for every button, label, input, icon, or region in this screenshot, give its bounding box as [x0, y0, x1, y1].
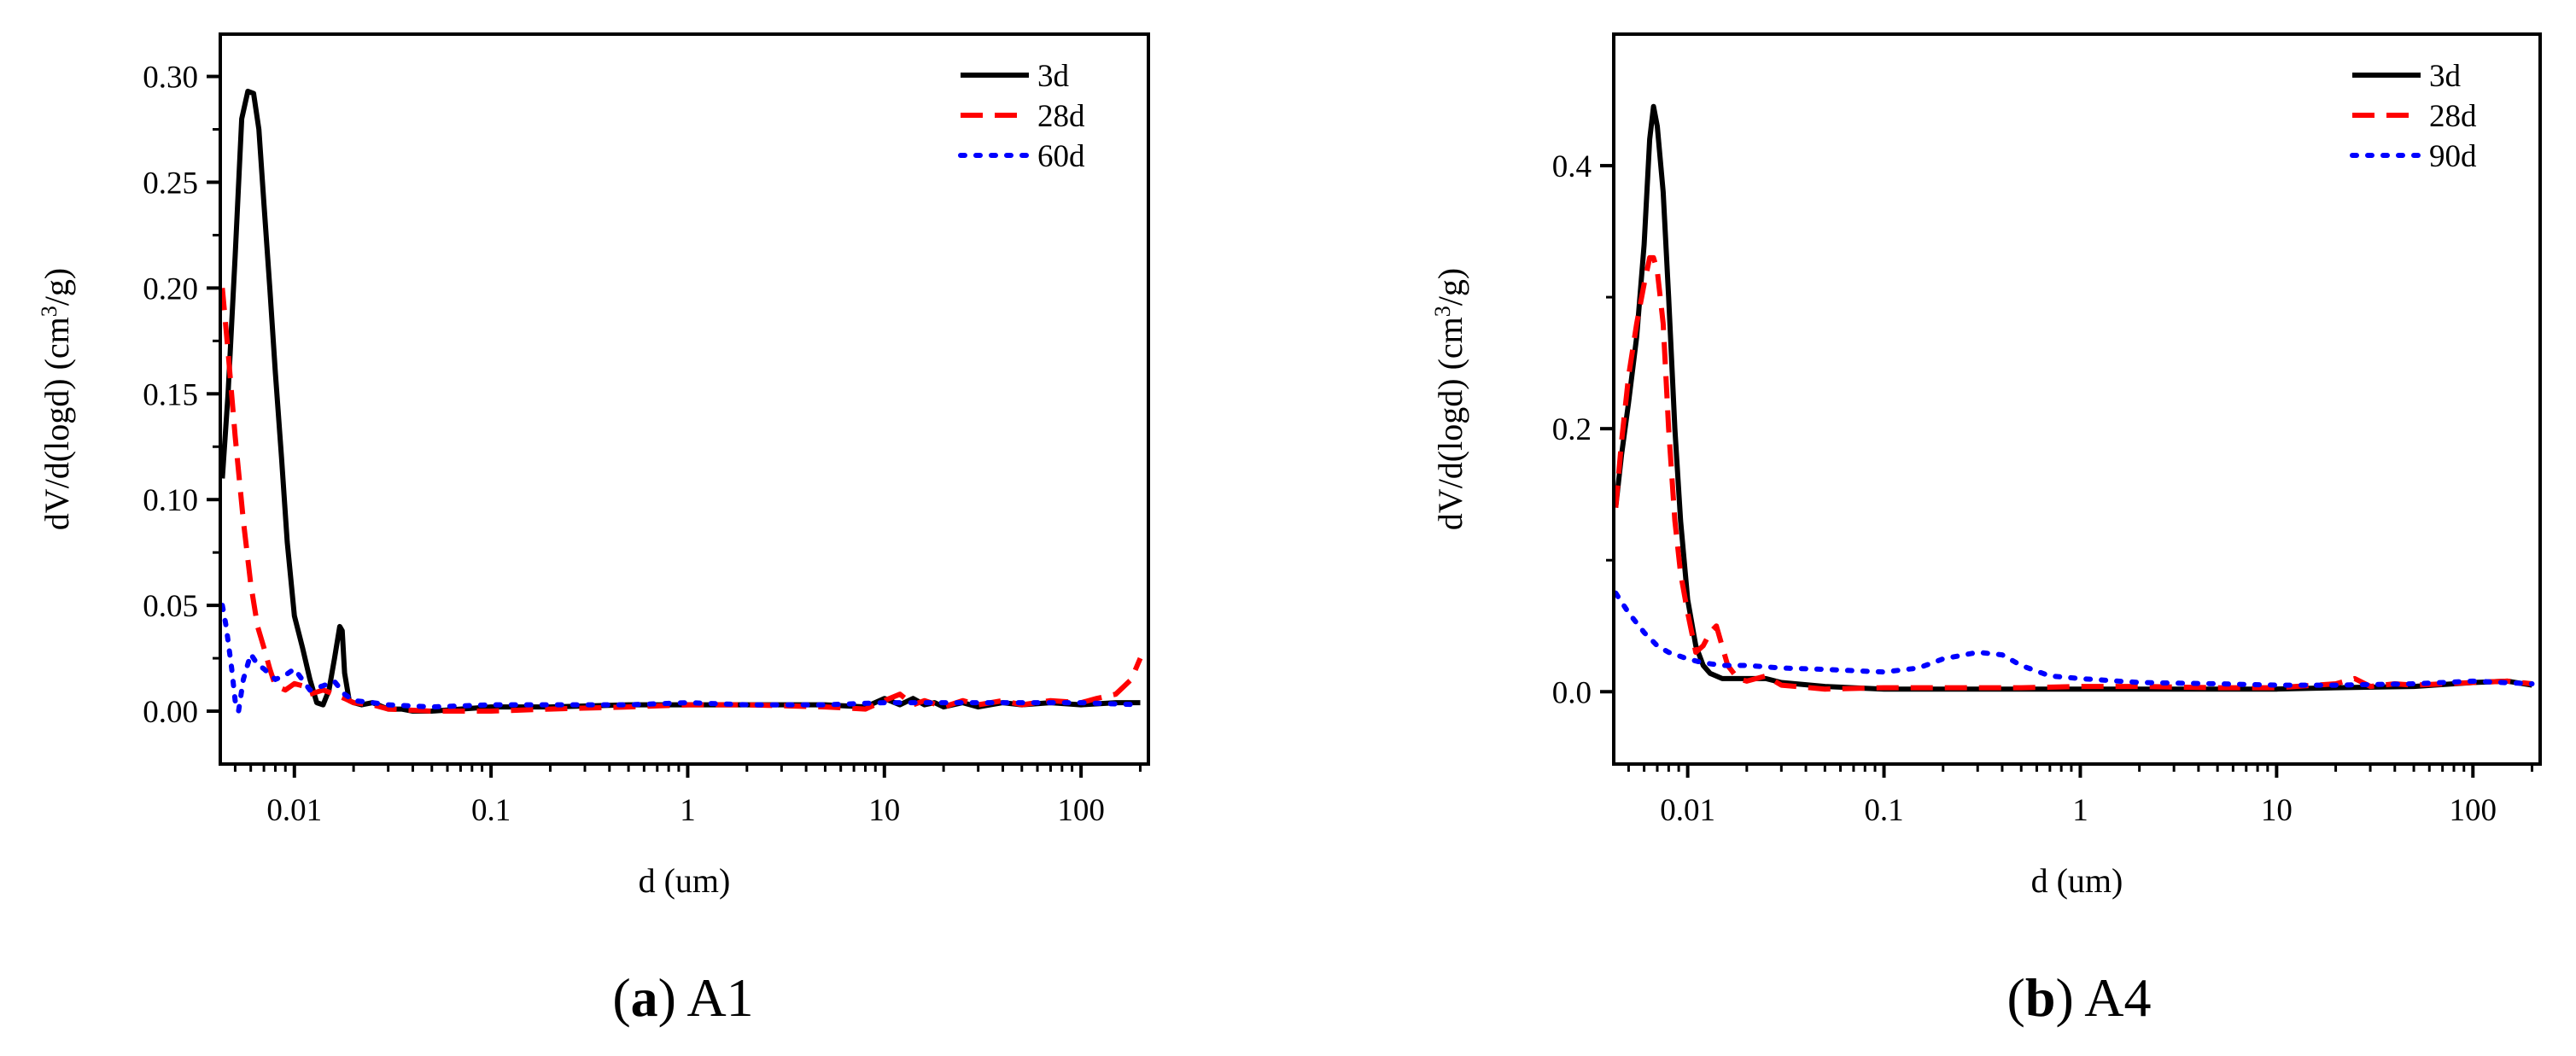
x-axis-label-b: d (um)	[2031, 861, 2123, 900]
legend-label-3d: 3d	[1037, 59, 1070, 94]
legend-label-60d: 60d	[1037, 139, 1085, 174]
x-tick-label: 100	[1057, 793, 1105, 828]
panel-caption-a: (a) A1	[612, 967, 753, 1028]
x-tick-label: 10	[2261, 793, 2293, 828]
ticks-b: 0.01 0.1 1 10 100 0.0 0.2 0.4	[1552, 149, 2533, 828]
x-tick-label: 100	[2450, 793, 2497, 828]
series-line-60d	[219, 603, 1143, 714]
plot-area-b	[1613, 103, 2535, 692]
x-tick-label: 1	[680, 793, 696, 828]
legend-a: 3d 28d 60d	[958, 59, 1085, 174]
series-line-28d	[1613, 254, 2532, 692]
y-tick-label: 0.25	[143, 166, 198, 201]
series-line-3d	[219, 88, 1141, 714]
legend-label-90d: 90d	[2429, 139, 2477, 174]
axes-frame-a	[219, 32, 1150, 766]
x-tick-label: 0.01	[1660, 793, 1715, 828]
axes-frame-b	[1612, 32, 2542, 766]
y-tick-label: 0.30	[143, 61, 198, 96]
y-tick-label: 0.0	[1552, 675, 1592, 710]
y-tick-label: 0.05	[143, 589, 198, 624]
plot-area-a	[219, 88, 1143, 714]
y-tick-label: 0.00	[143, 695, 198, 730]
legend-label-3d: 3d	[2429, 59, 2462, 94]
series-line-3d	[1613, 103, 2532, 692]
panel-b: 0.01 0.1 1 10 100 0.0 0.2 0.4 d (um) dV/d(logd)…	[1430, 32, 2542, 1028]
series-line-28d	[219, 288, 1143, 714]
y-tick-label: 0.15	[143, 377, 198, 412]
y-axis-label-b: dV/d(logd) (cm3/g)	[1430, 268, 1470, 530]
y-axis-label-a: dV/d(logd) (cm3/g)	[37, 268, 77, 530]
y-tick-label: 0.4	[1552, 149, 1592, 184]
legend-label-28d: 28d	[1037, 99, 1085, 134]
ticks-a: 0.01 0.1 1 10 100 0.00 0.05 0.10 0.15 0.20 0.25 0.3…	[143, 61, 1142, 828]
x-tick-label: 0.1	[1864, 793, 1903, 828]
panel-a: 0.01 0.1 1 10 100 0.00 0.05 0.10 0.15 0.20 0.25 0.3…	[37, 32, 1150, 1028]
legend-label-28d: 28d	[2429, 99, 2477, 134]
y-tick-label: 0.20	[143, 271, 198, 306]
y-tick-label: 0.2	[1552, 412, 1592, 447]
series-line-90d	[1613, 590, 2535, 688]
x-tick-label: 0.1	[471, 793, 511, 828]
legend-b: 3d 28d 90d	[2350, 59, 2477, 174]
x-axis-label-a: d (um)	[639, 861, 731, 900]
y-tick-label: 0.10	[143, 483, 198, 518]
x-tick-label: 0.01	[266, 793, 322, 828]
x-tick-label: 10	[868, 793, 900, 828]
panel-caption-b: (b) A4	[2007, 967, 2152, 1028]
x-tick-label: 1	[2072, 793, 2088, 828]
